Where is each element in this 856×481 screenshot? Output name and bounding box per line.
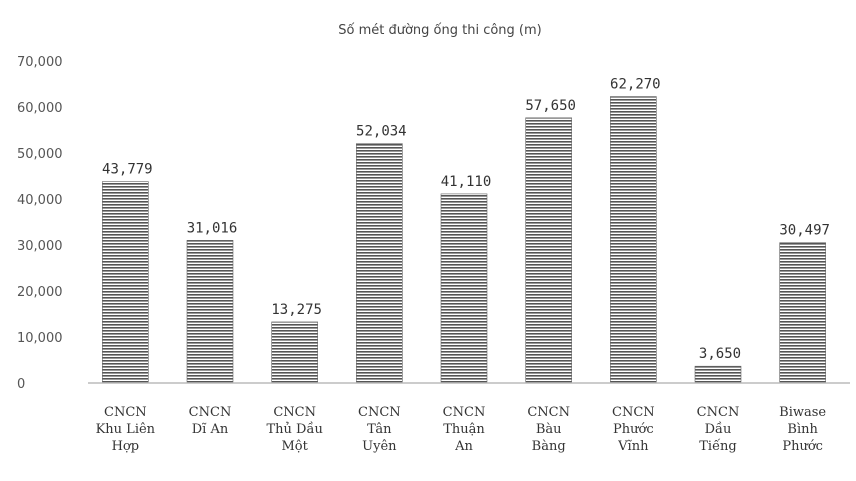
x-tick-label: Tân xyxy=(367,422,392,437)
x-tick-label: Thuận xyxy=(443,422,485,437)
data-label: 13,275 xyxy=(271,302,322,318)
y-tick-label: 0 xyxy=(17,377,25,392)
y-tick-label: 70,000 xyxy=(17,55,63,70)
x-tick-label: Hợp xyxy=(112,439,140,454)
x-tick-label: Tiếng xyxy=(699,438,737,454)
y-axis: 0 10,000 20,000 30,000 40,000 50,000 60,000 70,… xyxy=(17,55,63,392)
bar xyxy=(779,242,826,384)
x-tick-label: Bàu xyxy=(536,422,562,437)
x-tick-label: CNCN xyxy=(612,405,655,420)
bar xyxy=(271,321,318,384)
data-label: 43,779 xyxy=(102,162,153,178)
data-label: 57,650 xyxy=(525,98,576,114)
data-labels: 43,779 31,016 13,275 52,034 41,110 57,650 62,2… xyxy=(102,77,830,363)
y-tick-label: 10,000 xyxy=(17,331,63,346)
x-tick-label: Thủ Dầu xyxy=(267,421,323,437)
chart-title: Số mét đường ống thi công (m) xyxy=(338,23,542,38)
x-tick-label: An xyxy=(454,439,473,454)
bar xyxy=(694,365,742,384)
bar xyxy=(440,193,488,384)
x-tick-label: CNCN xyxy=(697,405,740,420)
bar xyxy=(356,143,403,384)
x-tick-label: CNCN xyxy=(527,405,570,420)
bar xyxy=(610,96,657,384)
y-tick-label: 50,000 xyxy=(17,147,63,162)
data-label: 62,270 xyxy=(610,77,661,93)
bar xyxy=(525,117,572,384)
x-tick-label: Một xyxy=(281,439,308,454)
x-tick-label: CNCN xyxy=(358,405,401,420)
bar xyxy=(102,181,149,384)
y-tick-label: 60,000 xyxy=(17,101,63,116)
x-tick-label: CNCN xyxy=(443,405,486,420)
x-tick-label: Vĩnh xyxy=(617,439,649,454)
x-tick-label: Uyên xyxy=(362,439,397,454)
x-tick-label: CNCN xyxy=(104,405,147,420)
y-tick-label: 40,000 xyxy=(17,193,63,208)
x-tick-label: CNCN xyxy=(273,405,316,420)
x-tick-label: Phước xyxy=(782,439,823,454)
data-label: 41,110 xyxy=(441,174,492,190)
y-tick-label: 30,000 xyxy=(17,239,63,254)
data-label: 52,034 xyxy=(356,124,407,140)
x-tick-label: Dĩ An xyxy=(192,422,229,437)
x-tick-label: Khu Liên xyxy=(96,422,156,437)
x-tick-label: Biwase xyxy=(779,405,826,420)
x-tick-label: Phước xyxy=(613,422,654,437)
x-tick-label: Bình xyxy=(787,422,818,437)
y-tick-label: 20,000 xyxy=(17,285,63,300)
data-label: 31,016 xyxy=(187,220,238,236)
bar xyxy=(186,240,234,384)
data-label: 3,650 xyxy=(699,346,741,362)
bars-group xyxy=(102,96,826,384)
data-label: 30,497 xyxy=(779,223,830,239)
x-tick-label: CNCN xyxy=(189,405,232,420)
x-tick-label: Dầu xyxy=(705,421,732,437)
x-tick-label: Bàng xyxy=(532,439,566,454)
